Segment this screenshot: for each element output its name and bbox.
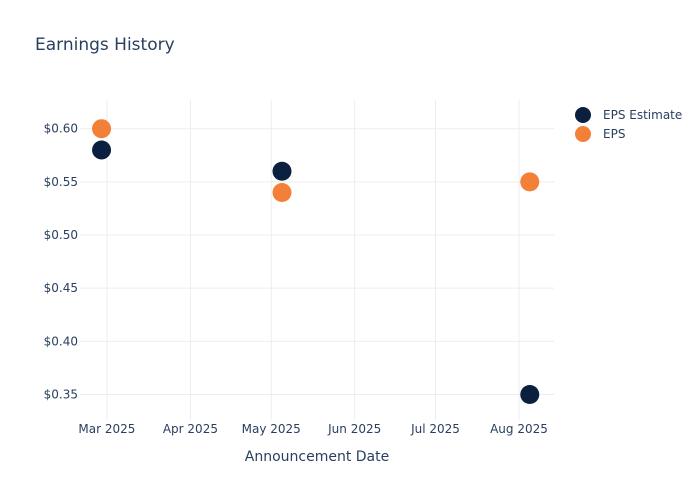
legend[interactable]: EPS Estimate EPS [575,107,682,142]
data-point[interactable] [92,140,112,160]
legend-item[interactable]: EPS Estimate [575,107,682,123]
x-tick-label: May 2025 [242,422,301,436]
x-tick-label: Mar 2025 [78,422,135,436]
y-tick-label: $0.45 [44,281,78,295]
series-eps [92,119,540,202]
data-point[interactable] [92,119,112,139]
y-tick-label: $0.55 [44,175,78,189]
legend-marker [575,107,591,123]
data-point[interactable] [272,161,292,181]
x-axis-ticks: Mar 2025 Apr 2025 May 2025 Jun 2025 Jul 2025… [78,422,547,436]
y-tick-label: $0.35 [44,387,78,401]
data-point[interactable] [520,172,540,192]
x-axis-title: Announcement Date [245,449,389,465]
grid [80,100,554,420]
legend-marker [575,126,591,142]
legend-item[interactable]: EPS [575,126,625,142]
chart-title: Earnings History [35,35,175,55]
legend-label: EPS Estimate [603,108,682,122]
series-eps-estimate [92,140,540,404]
x-tick-label: Aug 2025 [490,422,548,436]
data-point[interactable] [272,182,292,202]
x-tick-label: Jun 2025 [327,422,381,436]
y-tick-label: $0.50 [44,228,78,242]
data-points [92,119,540,404]
x-tick-label: Jul 2025 [410,422,460,436]
y-tick-label: $0.60 [44,122,78,136]
legend-label: EPS [603,127,625,141]
data-point[interactable] [520,384,540,404]
x-tick-label: Apr 2025 [163,422,218,436]
y-axis-ticks: $0.35 $0.40 $0.45 $0.50 $0.55 $0.60 [44,122,78,402]
y-tick-label: $0.40 [44,334,78,348]
